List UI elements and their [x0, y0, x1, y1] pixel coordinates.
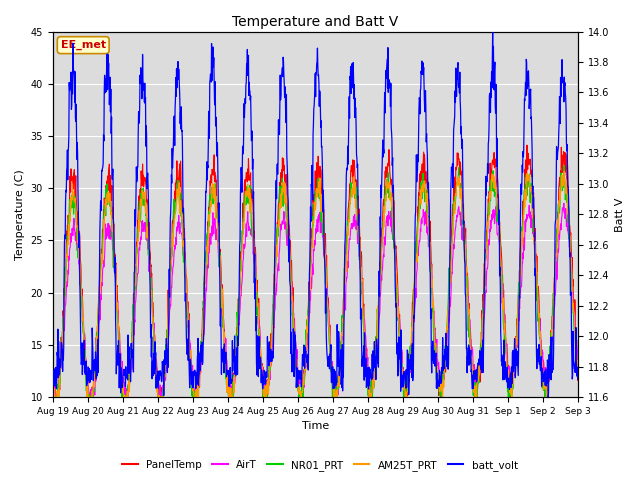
X-axis label: Time: Time [302, 421, 329, 432]
Text: EE_met: EE_met [61, 40, 106, 50]
Legend: PanelTemp, AirT, NR01_PRT, AM25T_PRT, batt_volt: PanelTemp, AirT, NR01_PRT, AM25T_PRT, ba… [118, 456, 522, 475]
Y-axis label: Temperature (C): Temperature (C) [15, 169, 25, 260]
Y-axis label: Batt V: Batt V [615, 197, 625, 231]
Title: Temperature and Batt V: Temperature and Batt V [232, 15, 399, 29]
